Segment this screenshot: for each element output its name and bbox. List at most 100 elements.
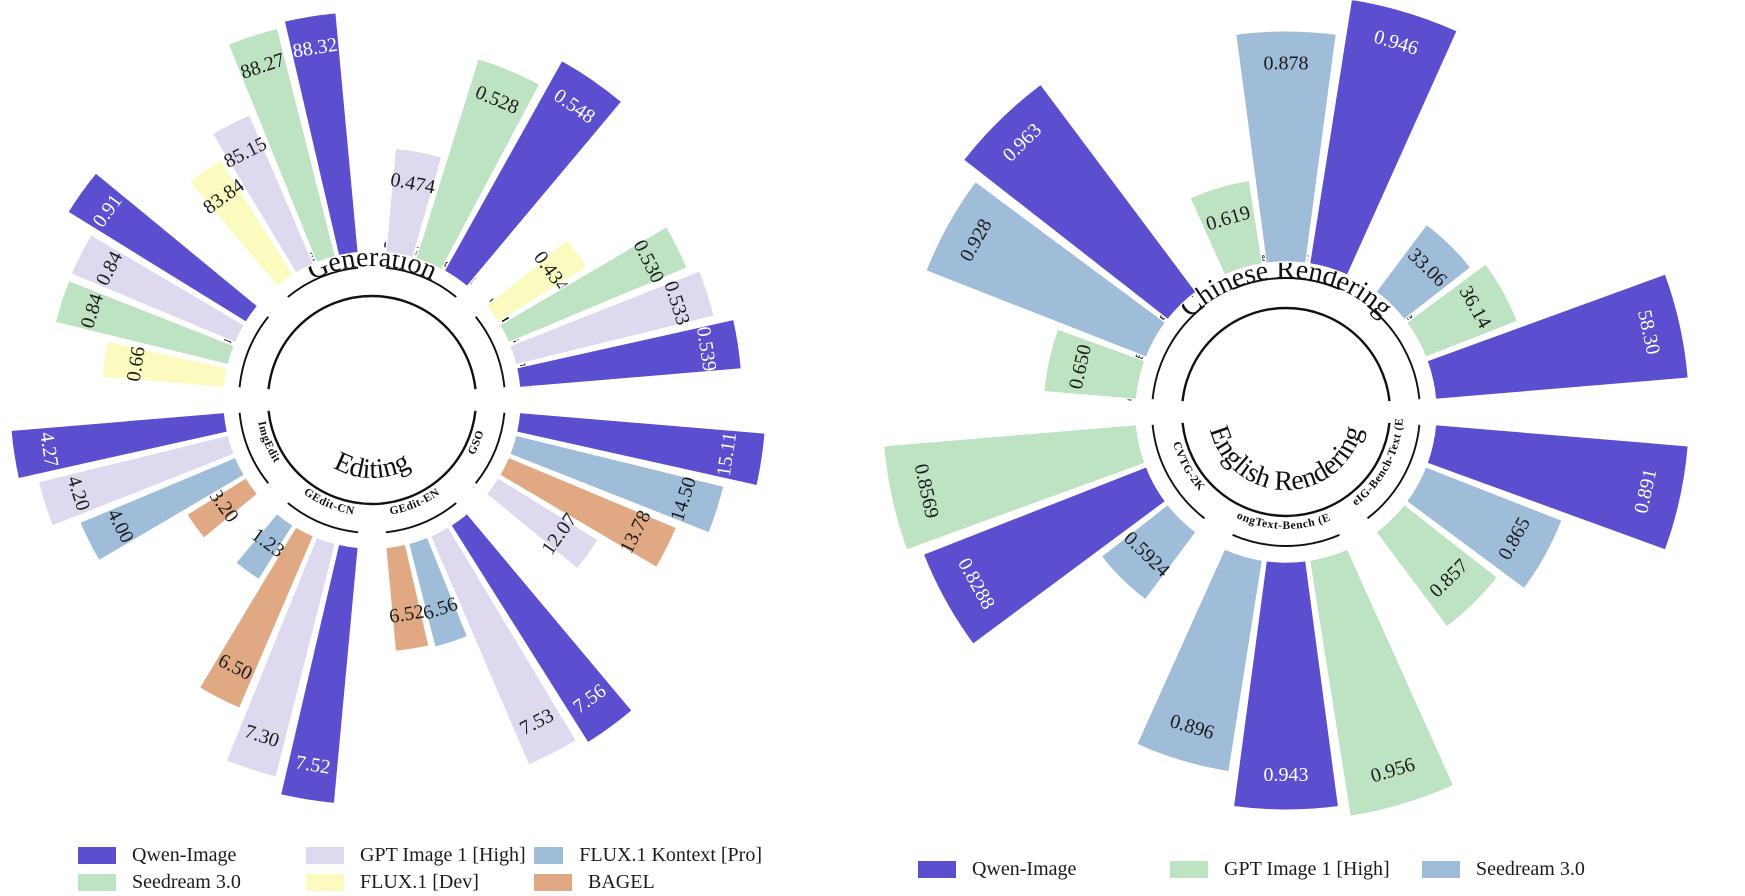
legend-item[interactable]: FLUX.1 [Dev]	[306, 869, 534, 896]
bar-segment	[508, 269, 716, 366]
bar-segment	[1374, 223, 1472, 321]
legend-left: Qwen-Image Seedream 3.0 GPT Image 1 [High]…	[78, 842, 762, 896]
bar-segment	[1426, 423, 1690, 552]
bar-segment	[227, 27, 337, 264]
bar-value-label: 0.66	[123, 345, 150, 383]
bar-segment	[1232, 559, 1340, 811]
legend-label: BAGEL	[588, 871, 655, 893]
legend-label: Qwen-Image	[972, 858, 1077, 880]
bar-segment	[515, 318, 743, 389]
bar-value-label: 0.943	[1264, 764, 1309, 786]
bar-segment	[225, 536, 337, 779]
arc-divider	[287, 266, 359, 298]
legend-left-column: FLUX.1 Kontext [Pro] BAGEL	[534, 842, 762, 896]
legend-left-column: Qwen-Image Seedream 3.0	[78, 842, 306, 896]
bar-segment	[66, 171, 259, 324]
legend-swatch-qwen_image	[78, 847, 116, 864]
bar-segment	[429, 525, 578, 766]
legend-swatch-seedream_30_blue	[1422, 861, 1460, 878]
bar-segment	[185, 476, 259, 540]
arc-divider	[1366, 424, 1421, 520]
arc-divider	[1366, 304, 1421, 400]
arc-divider	[287, 502, 359, 534]
bar-segment	[101, 340, 229, 389]
legend-item[interactable]: GPT Image 1 [High]	[1170, 856, 1422, 883]
legend-right-column: Seedream 3.0	[1422, 856, 1674, 883]
bar-segment	[1308, 0, 1459, 277]
legend-item[interactable]: GPT Image 1 [High]	[306, 842, 534, 869]
legend-label: FLUX.1 Kontext [Pro]	[579, 844, 762, 866]
arc-divider	[238, 412, 270, 484]
arc-divider	[1232, 277, 1340, 290]
category-label: ImgEdit	[255, 420, 282, 465]
bar-segment	[37, 434, 236, 527]
bar-segment	[1308, 547, 1455, 818]
bar-segment	[1374, 503, 1499, 628]
arc-divider	[1181, 422, 1391, 518]
bar-segment	[1405, 465, 1564, 590]
legend-item[interactable]: Seedream 3.0	[1422, 856, 1674, 883]
bar-segment	[1188, 179, 1264, 277]
legend-label: Seedream 3.0	[1476, 858, 1585, 880]
panel-rendering: Chinese RenderingOneIG-Bench-Text (ZH)0.…	[867, 0, 1745, 891]
arc-divider	[385, 502, 457, 534]
bar-segment	[449, 512, 634, 744]
category-label-text: ImgEdit	[255, 420, 282, 465]
arc-divider	[474, 316, 506, 388]
legend-label: GPT Image 1 [High]	[1224, 858, 1390, 880]
bar-segment	[415, 57, 541, 271]
bar-segment	[1234, 30, 1338, 265]
bar-segment	[10, 411, 229, 480]
chart-title-text: English Rendering	[1203, 422, 1369, 498]
bar-segment	[384, 147, 443, 259]
bar-segment	[211, 113, 315, 275]
legend-item[interactable]: FLUX.1 Kontext [Pro]	[534, 842, 762, 869]
chart-editing: Editing GSO 15.1114.5013.7812.07GEdit-EN7.…	[10, 410, 766, 805]
bar-segment	[498, 225, 689, 344]
legend-right: Qwen-Image GPT Image 1 [High] Seedream 3.0	[918, 856, 1674, 883]
bar-segment	[384, 543, 430, 653]
bar-segment	[407, 536, 469, 649]
legend-swatch-qwen_image	[918, 861, 956, 878]
radial-chart-generation-editing: GenerationGenEval0.660.840.840.91DPG83.8…	[10, 11, 766, 805]
bar-segment	[1100, 503, 1198, 601]
bar-value-label: 6.52	[388, 601, 426, 628]
bar-segment	[443, 59, 623, 288]
arc-divider	[1151, 304, 1206, 400]
category-label: GSO	[466, 429, 487, 457]
legend-swatch-seedream_30	[78, 874, 116, 891]
bar-value-label: 0.878	[1264, 52, 1309, 74]
chart-title-text: Chinese Rendering	[1174, 254, 1399, 324]
bar-segment	[54, 279, 236, 366]
legend-item[interactable]: Seedream 3.0	[78, 869, 306, 896]
legend-swatch-flux1_kontext_pro	[534, 847, 564, 864]
legend-label: FLUX.1 [Dev]	[360, 871, 479, 893]
legend-item[interactable]: Qwen-Image	[918, 856, 1170, 883]
chart-chinese-rendering: Chinese RenderingOneIG-Bench-Text (ZH)0.…	[870, 0, 1690, 402]
bar-segment	[1405, 262, 1519, 359]
arc-divider	[1232, 534, 1340, 547]
bar-segment	[234, 512, 295, 581]
chart-generation: GenerationGenEval0.660.840.840.91DPG83.8…	[54, 11, 743, 390]
radial-chart-rendering: Chinese RenderingOneIG-Bench-Text (ZH)0.…	[867, 0, 1690, 818]
legend-item[interactable]: Qwen-Image	[78, 842, 306, 869]
bar-segment	[882, 423, 1146, 552]
category-label-text: GSO	[466, 429, 486, 457]
bar-value-label: 4.27	[35, 430, 62, 468]
bar-segment	[70, 233, 246, 344]
bar-segment	[1135, 547, 1264, 773]
legend-item[interactable]: BAGEL	[534, 869, 762, 896]
bar-segment	[279, 543, 360, 805]
legend-swatch-flux1_dev	[306, 874, 344, 891]
arc-divider	[1181, 306, 1391, 402]
legend-swatch-bagel	[534, 874, 572, 891]
bar-segment	[1426, 272, 1690, 401]
bar-segment	[515, 411, 766, 487]
legend-left-column: GPT Image 1 [High] FLUX.1 [Dev]	[306, 842, 534, 896]
legend-right-column: Qwen-Image	[918, 856, 1170, 883]
arc-divider	[267, 410, 477, 506]
bar-segment	[485, 476, 600, 570]
bar-segment	[508, 434, 725, 534]
legend-label: Seedream 3.0	[132, 871, 241, 893]
